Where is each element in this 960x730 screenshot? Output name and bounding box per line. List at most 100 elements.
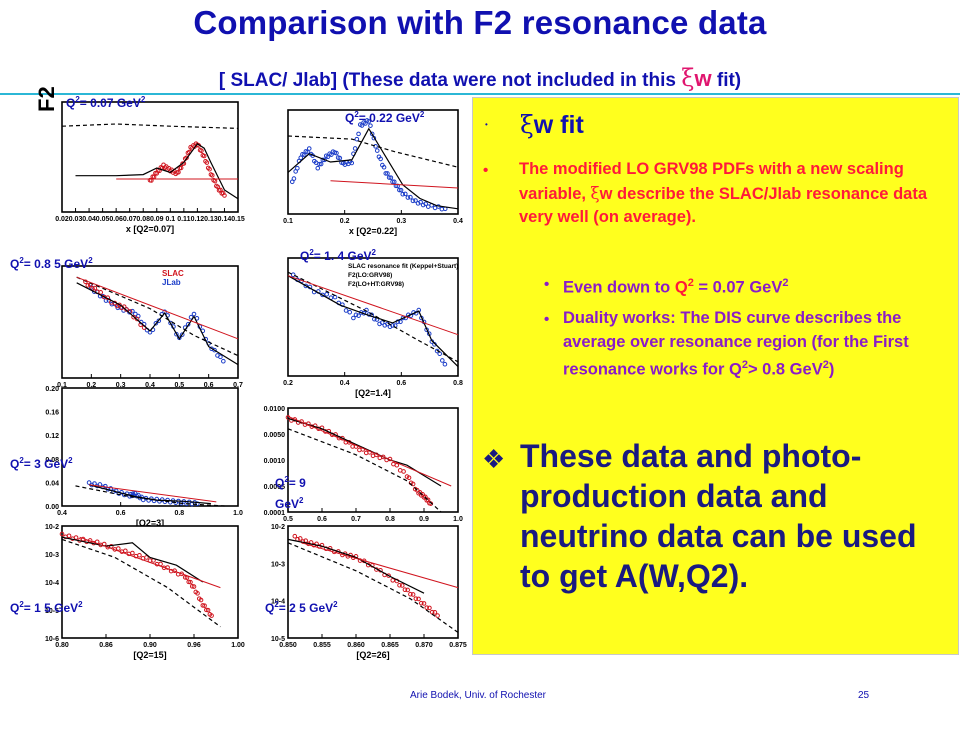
data-point (400, 191, 406, 197)
data-point (424, 605, 430, 610)
data-point (191, 584, 197, 589)
y-tick-label: 10-5 (45, 608, 59, 615)
y-tick-label: 10-4 (45, 580, 59, 587)
x-tick-label: 0.9 (419, 516, 429, 523)
data-point (130, 308, 135, 314)
data-point (168, 320, 173, 326)
x-tick-label: 0.2 (86, 382, 96, 389)
data-point (386, 573, 391, 578)
subtitle-xi: ξ (681, 64, 695, 92)
plot-panel-5: 0.4 0.6 0.8 1.0 0.20 0.16 0.12 0.08 0.04 0.00 [Q2=… (45, 386, 243, 528)
data-point (317, 161, 322, 167)
data-point (59, 531, 65, 537)
data-point (315, 165, 321, 171)
data-point (222, 193, 227, 198)
series-line-solid-red (76, 276, 239, 340)
data-point (354, 136, 360, 142)
data-point (374, 148, 380, 153)
data-point (218, 354, 223, 360)
data-point (297, 536, 303, 541)
data-point (186, 579, 192, 585)
data-point (379, 320, 385, 325)
data-point (390, 179, 395, 185)
subtitle-prefix: [ SLAC/ Jlab] (These data were not inclu… (218, 70, 682, 91)
data-point (188, 579, 193, 585)
sub-bullet-q2-text: Even down to Q2 = 0.07 GeV2 (563, 277, 789, 297)
f2-plot-grid: 0.02 0.03 0.04 0.05 0.06 0.07 0.08 0.09 0.1 0.11 0… (45, 101, 467, 660)
data-point (353, 312, 359, 318)
data-point (153, 320, 159, 326)
plot-frame (61, 265, 239, 379)
x-tick-label: 0.4 (145, 382, 155, 389)
series-line-dashed-black (287, 542, 459, 633)
x-axis-label: [Q2=26] (356, 650, 389, 660)
data-point (413, 596, 419, 601)
data-point (406, 475, 412, 481)
subtitle-suffix: fit) (711, 70, 742, 91)
legend-entry: JLab (162, 278, 181, 287)
data-point (303, 283, 309, 289)
data-point (124, 307, 129, 312)
series-line-solid-black (76, 282, 239, 366)
x-tick-label: 0.96 (187, 642, 201, 649)
x-tick-label: 0.850 (279, 642, 297, 649)
series-line-solid-red (79, 536, 221, 589)
data-point (305, 149, 310, 155)
data-point (403, 191, 408, 197)
data-point (291, 176, 297, 181)
title-rule (0, 93, 960, 95)
bullet-grv98-text: The modified LO GRV98 PDFs with a new sc… (519, 160, 927, 226)
data-point (405, 587, 410, 593)
data-point (298, 155, 304, 161)
data-point (123, 548, 128, 554)
data-point (154, 496, 160, 502)
y-tick-label: 10-3 (271, 561, 285, 568)
data-point (386, 175, 392, 180)
data-point (418, 199, 423, 205)
f2-axis-label: F2 (34, 86, 59, 112)
q2-label-p6: Q2= 9 GeV2 (275, 475, 306, 511)
series-line-dashed-black (287, 428, 442, 513)
x-tick-label: 0.06 (109, 216, 123, 223)
data-point (200, 603, 206, 608)
data-point (380, 454, 386, 460)
x-tick-label: 0.08 (136, 216, 150, 223)
x-tick-label: 0.80 (55, 642, 69, 649)
series-line-solid-black (75, 142, 239, 200)
footer-page-number: 25 (858, 690, 870, 701)
x-tick-label: 0.07 (123, 216, 137, 223)
x-tick-label: 1.00 (231, 642, 245, 649)
y-tick-label: 0.00 (45, 504, 59, 511)
x-tick-label: 1.0 (453, 516, 463, 523)
data-point (195, 501, 200, 506)
q2-label-p8: Q2= 2 5 GeV2 (265, 600, 338, 615)
summary-panel (472, 97, 959, 655)
data-point (394, 462, 400, 468)
q2-label-p4: Q2= 1. 4 GeV2 (300, 248, 376, 263)
x-tick-label: 0.11 (177, 216, 190, 223)
data-point (290, 272, 296, 277)
bullet-dot-purple-2: • (544, 311, 550, 328)
data-point (368, 123, 373, 128)
series-line-solid-red (287, 415, 452, 487)
x-tick-label: 0.14 (218, 216, 232, 223)
data-point (295, 165, 300, 171)
data-point (410, 592, 416, 597)
data-point (176, 170, 181, 175)
data-point (421, 601, 427, 606)
y-tick-label: 0.08 (45, 457, 59, 464)
plot-frame (287, 407, 459, 513)
subtitle-w: w (694, 66, 712, 91)
data-point (130, 550, 135, 556)
data-point (423, 201, 429, 207)
data-point (352, 146, 358, 151)
data-point (356, 131, 361, 137)
sub-bullet-duality-text: Duality works: The DIS curve describes t… (563, 309, 909, 379)
data-point (390, 578, 396, 583)
x-tick-label: 0.15 (231, 216, 245, 223)
data-point (399, 583, 405, 588)
x-tick-label: 0.2 (340, 218, 350, 225)
data-point (209, 173, 215, 178)
x-tick-label: 0.6 (204, 382, 214, 389)
